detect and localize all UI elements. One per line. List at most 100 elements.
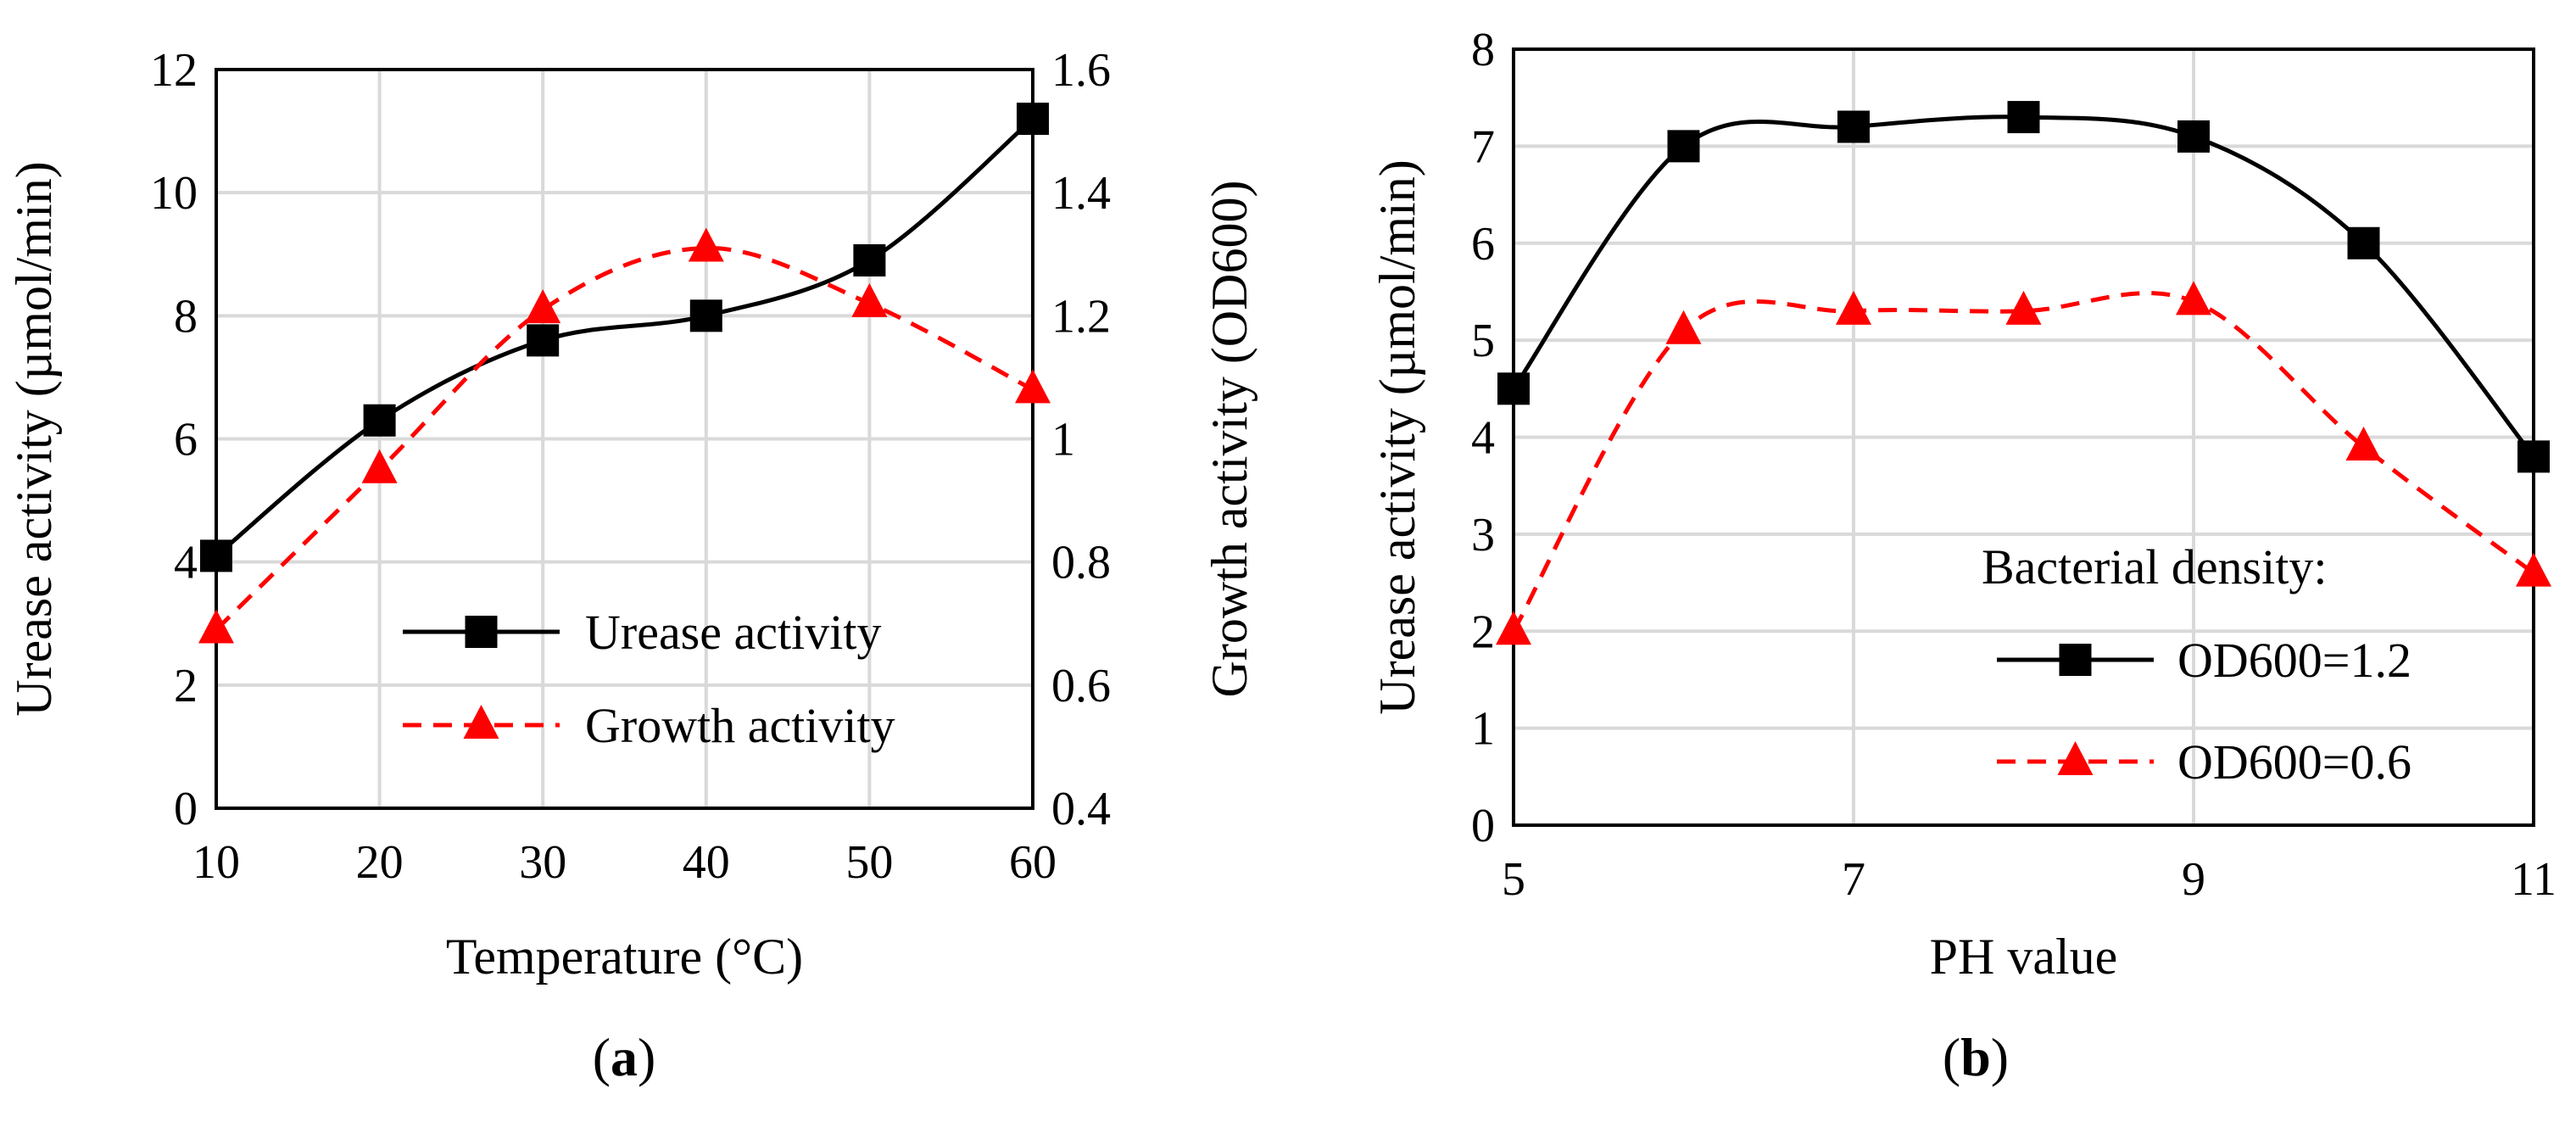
series-line [215, 117, 1034, 558]
series-od600-0-6 [1496, 281, 2551, 645]
y-tick-label: 7 [1471, 120, 1495, 173]
x-tick-label: 9 [2182, 853, 2205, 906]
x-axis-label: PH value [1930, 929, 2118, 985]
panel-b: 5 7 9 11 0 1 2 3 4 5 6 7 8 PH value Urease activity (µ… [1369, 24, 2556, 1087]
gridlines [1514, 49, 2534, 825]
y-tick-label: 2 [174, 660, 198, 712]
data-point-square [2007, 101, 2040, 134]
panel-label: (a) [593, 1027, 656, 1087]
data-point-triangle [525, 289, 561, 324]
data-point-square [853, 244, 886, 277]
legend-label: Growth activity [585, 698, 895, 753]
data-point-triangle [1836, 290, 1871, 325]
panel-label-close: ) [638, 1027, 655, 1087]
panel-label-close: ) [1991, 1027, 2009, 1087]
data-point-triangle [688, 227, 724, 262]
x-tick-label: 7 [1842, 853, 1865, 906]
data-point-square [2347, 226, 2380, 260]
legend-label: OD600=0.6 [2177, 734, 2412, 790]
data-point-triangle [2345, 426, 2382, 461]
x-tick-label: 11 [2511, 853, 2556, 906]
panel-label-letter: a [611, 1027, 638, 1087]
data-point-triangle [2005, 290, 2042, 325]
data-point-square [2517, 440, 2550, 473]
y-right-tick-label: 1.2 [1051, 290, 1111, 343]
data-point-square [1837, 110, 1870, 143]
data-point-triangle [851, 282, 888, 317]
y-tick-label: 6 [174, 414, 198, 466]
data-point-triangle [1496, 611, 1531, 645]
x-tick-label: 30 [519, 836, 566, 889]
legend-marker [463, 705, 499, 739]
data-point-square [1017, 103, 1049, 136]
y-tick-label: 4 [174, 537, 198, 589]
data-point-triangle [1665, 310, 1702, 344]
y-tick-label: 0 [1471, 800, 1495, 852]
y-right-tick-label: 1.4 [1051, 167, 1111, 220]
y-tick-label: 8 [1471, 24, 1495, 76]
panel-label-open: ( [1943, 1027, 1960, 1087]
y-tick-label: 1 [1471, 703, 1495, 756]
tick-labels: 10 20 30 40 50 60 0 2 4 6 8 10 12 0.4 0.6 0.8 1 1.2 1.4 1.6 [150, 44, 1111, 889]
y-right-tick-label: 0.4 [1051, 783, 1111, 835]
x-tick-label: 20 [356, 836, 404, 889]
legend-marker [465, 616, 498, 648]
legend-marker [2057, 741, 2094, 775]
x-tick-label: 10 [192, 836, 240, 889]
tick-labels: 5 7 9 11 0 1 2 3 4 5 6 7 8 [1471, 24, 2556, 906]
y-axis-label: Urease activity (µmol/min) [6, 161, 62, 716]
data-point-triangle [1015, 369, 1051, 404]
data-point-triangle [198, 609, 234, 644]
data-point-triangle [361, 449, 398, 483]
plot-frame [1512, 47, 2535, 827]
legend-label: Urease activity [585, 605, 881, 660]
series-urease-activity [200, 103, 1049, 572]
x-tick-label: 60 [1009, 836, 1057, 889]
x-tick-label: 40 [683, 836, 730, 889]
x-tick-label: 50 [845, 836, 893, 889]
panel-label-open: ( [593, 1027, 611, 1087]
data-point-square [363, 404, 396, 437]
data-point-square [1497, 372, 1530, 405]
data-point-square [527, 324, 560, 357]
y-tick-label: 0 [174, 783, 198, 835]
y-right-tick-label: 0.8 [1051, 537, 1111, 589]
y-tick-label: 12 [150, 44, 198, 97]
y-tick-label: 3 [1471, 509, 1495, 561]
series-line [1511, 291, 2535, 633]
legend: Bacterial density: OD600=1.2 OD600=0.6 [1982, 539, 2412, 790]
legend-marker [2059, 644, 2092, 676]
x-tick-label: 5 [1502, 853, 1525, 906]
data-point-square [200, 539, 232, 572]
x-axis-label: Temperature (°C) [446, 929, 803, 985]
series-od600-1-2 [1497, 101, 2550, 473]
y-tick-label: 6 [1471, 218, 1495, 271]
data-point-square [2177, 120, 2210, 153]
legend: Urease activity Growth activity [403, 605, 895, 753]
y-tick-label: 5 [1471, 315, 1495, 367]
y-tick-label: 10 [150, 167, 198, 220]
y-tick-label: 2 [1471, 606, 1495, 658]
panel-label-letter: b [1960, 1027, 1991, 1087]
panel-label: (b) [1943, 1027, 2009, 1087]
data-point-triangle [2516, 552, 2551, 587]
panel-a: 10 20 30 40 50 60 0 2 4 6 8 10 12 0.4 0.6 0.8 1 1.2 1.4 1.6… [6, 44, 1257, 1087]
y-right-tick-label: 0.6 [1051, 660, 1111, 712]
series-line [215, 245, 1034, 632]
series-line [1511, 114, 2535, 458]
data-point-square [1667, 130, 1700, 163]
y-right-tick-label: 1.6 [1051, 44, 1111, 97]
series-growth-activity [198, 227, 1051, 644]
data-point-triangle [2176, 281, 2211, 315]
y-tick-label: 4 [1471, 412, 1495, 465]
y-tick-label: 8 [174, 290, 198, 343]
data-point-square [689, 299, 722, 332]
y-right-tick-label: 1 [1051, 414, 1075, 466]
legend-label: OD600=1.2 [2177, 633, 2412, 688]
legend-title: Bacterial density: [1982, 539, 2327, 594]
y-axis-label: Urease activity (µmol/min) [1369, 159, 1425, 714]
plot-frame [215, 68, 1034, 810]
y-right-axis-label: Growth activity (OD600) [1202, 181, 1257, 698]
